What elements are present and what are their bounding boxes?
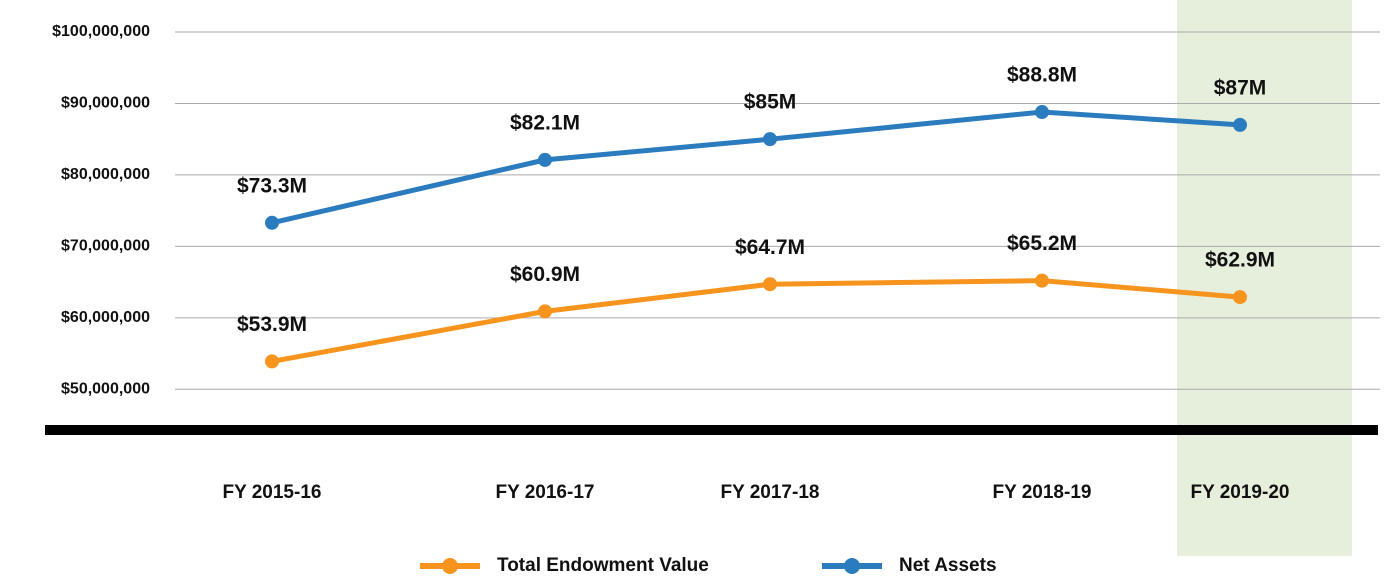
y-tick-label: $90,000,000 — [61, 95, 150, 112]
x-tick-label: FY 2018-19 — [993, 482, 1092, 503]
x-tick-label: FY 2015-16 — [223, 482, 322, 503]
x-tick-label: FY 2016-17 — [496, 482, 595, 503]
data-point — [538, 152, 552, 167]
y-tick-label: $80,000,000 — [61, 166, 150, 183]
data-point — [763, 132, 777, 147]
data-label: $85M — [744, 91, 797, 114]
data-label: $82.1M — [510, 111, 580, 134]
legend-label: Net Assets — [899, 555, 997, 576]
data-label: $64.7M — [735, 236, 805, 259]
x-tick-label: FY 2019-20 — [1191, 482, 1290, 503]
data-label: $73.3M — [237, 174, 307, 197]
series-line — [271, 109, 1241, 226]
y-tick-label: $50,000,000 — [61, 380, 150, 397]
highlight-band — [1177, 0, 1352, 556]
data-label: $87M — [1214, 76, 1267, 99]
data-point — [538, 304, 552, 319]
y-tick-label: $100,000,000 — [52, 23, 150, 40]
data-point — [1035, 273, 1049, 288]
data-label: $65.2M — [1007, 232, 1077, 255]
series-line — [271, 278, 1241, 364]
data-point — [1035, 105, 1049, 120]
data-point — [1233, 290, 1247, 305]
x-tick-label: FY 2017-18 — [721, 482, 820, 503]
data-label: $62.9M — [1205, 249, 1275, 272]
data-label: $53.9M — [237, 313, 307, 336]
data-point — [265, 354, 279, 369]
y-tick-label: $60,000,000 — [61, 309, 150, 326]
data-point — [1233, 117, 1247, 132]
data-point — [265, 215, 279, 230]
legend-label: Total Endowment Value — [497, 555, 709, 576]
data-label: $88.8M — [1007, 64, 1077, 87]
legend-marker — [442, 558, 458, 574]
legend-marker — [844, 558, 860, 574]
data-label: $60.9M — [510, 263, 580, 286]
data-point — [763, 277, 777, 292]
y-tick-label: $70,000,000 — [61, 238, 150, 255]
